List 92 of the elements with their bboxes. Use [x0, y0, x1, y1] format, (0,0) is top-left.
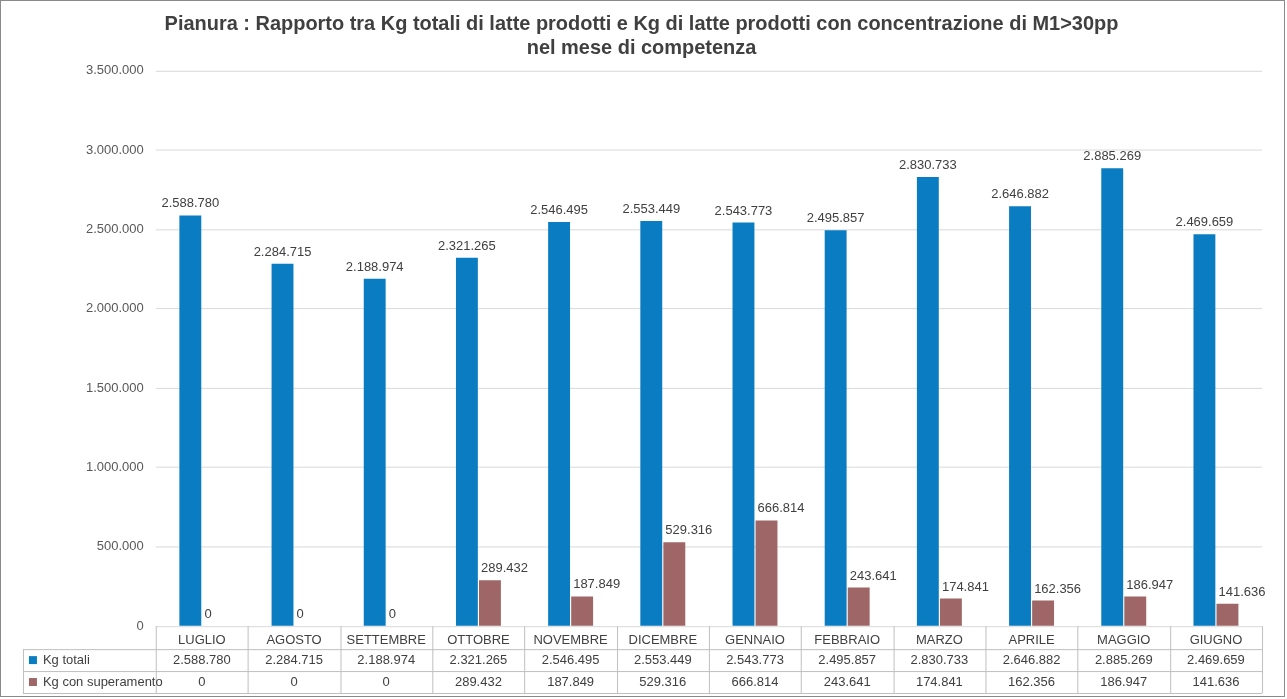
data-label: 2.469.659	[1187, 651, 1245, 667]
y-tick-label: 1.000.000	[86, 459, 144, 475]
data-label: 666.814	[731, 673, 779, 689]
data-label: 2.284.715	[265, 651, 323, 667]
text: 0	[204, 606, 212, 622]
text: 2.885.269	[1083, 148, 1142, 164]
bar	[1193, 234, 1216, 626]
bar	[571, 596, 594, 626]
text: 666.814	[757, 500, 805, 516]
y-tick-label: 2.000.000	[86, 300, 144, 316]
data-label: 2.546.495	[541, 651, 600, 667]
bar	[548, 222, 571, 626]
text: 2.830.733	[898, 157, 957, 173]
data-label: 2.588.780	[172, 651, 231, 667]
data-label: 2.188.974	[357, 651, 416, 667]
text: 2.284.715	[253, 243, 312, 259]
data-label: 2.646.882	[1002, 651, 1061, 667]
y-tick-label: 3.500.000	[86, 62, 144, 78]
data-label: 0	[198, 673, 206, 689]
text: 162.356	[1034, 580, 1082, 596]
x-tick-label: OTTOBRE	[447, 631, 511, 647]
data-label: 141.636	[1192, 673, 1240, 689]
bar	[824, 230, 847, 626]
text: 174.841	[941, 578, 989, 594]
bar	[916, 177, 939, 626]
bar	[663, 542, 686, 626]
bar	[755, 520, 778, 626]
data-label: 243.641	[823, 673, 871, 689]
bar	[1124, 596, 1147, 626]
text: 289.432	[481, 560, 528, 576]
text: 0	[388, 606, 397, 622]
x-tick-label: FEBBRAIO	[814, 631, 880, 647]
bar	[640, 221, 663, 626]
text: 2.553.449	[622, 201, 681, 217]
data-label: 174.841	[915, 673, 963, 689]
text: 187.849	[573, 576, 621, 592]
bar	[271, 263, 294, 626]
legend-label: Kg totali	[42, 651, 90, 667]
text: 186.947	[1126, 576, 1174, 592]
legend-label: Kg con superamento	[42, 673, 163, 689]
bar	[455, 257, 478, 626]
y-tick-label: 3.000.000	[86, 141, 144, 157]
data-label: 2.321.265	[449, 651, 508, 667]
bar	[1101, 168, 1124, 626]
x-tick-label: GENNAIO	[725, 631, 785, 647]
bar	[1216, 603, 1239, 626]
data-label: 0	[290, 673, 298, 689]
y-tick-label: 2.500.000	[86, 221, 144, 237]
text: 2.543.773	[714, 202, 773, 218]
data-label: 0	[382, 673, 390, 689]
x-tick-label: MARZO	[915, 631, 963, 647]
x-tick-label: GIUGNO	[1189, 631, 1243, 647]
text: 2.646.882	[991, 186, 1049, 202]
data-label: 2.495.857	[818, 651, 877, 667]
text: 529.316	[665, 522, 713, 538]
data-label: 187.849	[547, 673, 595, 689]
text: 2.588.780	[161, 195, 220, 211]
x-tick-label: SETTEMBRE	[346, 631, 427, 647]
x-tick-label: MAGGIO	[1097, 631, 1151, 647]
text: 0	[296, 606, 304, 622]
data-label: 2.885.269	[1094, 651, 1153, 667]
text: 141.636	[1218, 583, 1266, 599]
bar	[179, 215, 202, 626]
text: 2.469.659	[1175, 214, 1234, 230]
bar	[732, 222, 755, 626]
data-label: 2.830.733	[910, 651, 969, 667]
data-label: 2.553.449	[633, 651, 692, 667]
text: 2.188.974	[345, 258, 404, 274]
data-label: 162.356	[1008, 673, 1056, 689]
y-tick-label: 0	[136, 617, 144, 633]
chart-title: Pianura : Rapporto tra Kg totali di latte prodotti e Kg di latte prodotti con concentrazione di M1>30pp nel mese di competenza	[164, 12, 1119, 59]
x-tick-label: AGOSTO	[266, 631, 322, 647]
y-tick-label: 1.500.000	[86, 379, 144, 395]
x-tick-label: APRILE	[1008, 631, 1055, 647]
data-label: 2.543.773	[726, 651, 784, 667]
bar	[363, 278, 386, 626]
text: 2.546.495	[530, 202, 588, 218]
text: 243.641	[849, 567, 897, 583]
bar	[847, 587, 870, 626]
x-tick-label: DICEMBRE	[628, 631, 698, 647]
text: 2.321.265	[438, 237, 496, 253]
bar	[479, 580, 501, 626]
y-tick-label: 500.000	[96, 538, 144, 554]
text: 2.495.857	[806, 210, 865, 226]
data-label: 529.316	[639, 673, 687, 689]
bar	[939, 598, 962, 626]
data-label: 186.947	[1100, 673, 1148, 689]
bar	[1009, 206, 1031, 626]
data-label: 289.432	[454, 673, 502, 689]
x-tick-label: LUGLIO	[178, 631, 226, 647]
x-tick-label: NOVEMBRE	[533, 631, 609, 647]
bar	[1032, 600, 1055, 626]
